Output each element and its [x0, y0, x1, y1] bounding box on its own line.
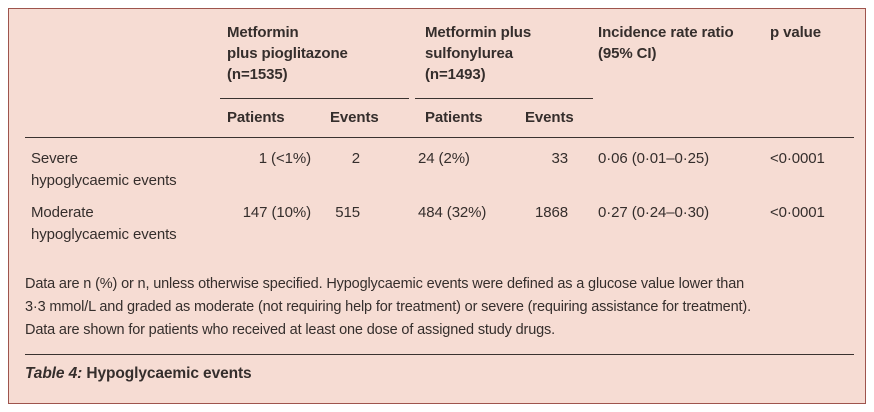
cell-group2-patients: 484 (32%): [418, 204, 487, 221]
table-caption: Table 4: Hypoglycaemic events: [25, 354, 854, 383]
cell-incidence-rate-ratio: 0·06 (0·01–0·25): [598, 150, 709, 167]
column-group-metformin-pioglitazone: Metformin plus pioglitazone (n=1535): [220, 22, 409, 99]
row-label: Severe hypoglycaemic events: [31, 150, 177, 189]
cell-p-value: <0·0001: [770, 204, 825, 221]
cell-incidence-rate-ratio: 0·27 (0·24–0·30): [598, 204, 709, 221]
table-row-moderate: Moderate hypoglycaemic events 147 (10%) …: [25, 192, 854, 246]
cell-group1-patients: 1 (<1%): [258, 150, 311, 167]
subheader-group1-patients: Patients: [227, 109, 285, 126]
cell-group2-patients: 24 (2%): [418, 150, 470, 167]
table-row-severe: Severe hypoglycaemic events 1 (<1%) 2 24…: [25, 138, 854, 192]
cell-group2-events: 1868: [535, 204, 568, 221]
table-caption-number: Table 4:: [25, 365, 83, 382]
cell-group1-events: 515: [335, 204, 360, 221]
hypoglycaemic-events-table: Metformin plus pioglitazone (n=1535) Met…: [8, 8, 866, 404]
cell-group1-patients: 147 (10%): [242, 204, 311, 221]
column-group-metformin-sulfonylurea: Metformin plus sulfonylurea (n=1493): [415, 22, 593, 99]
column-header-incidence-rate-ratio: Incidence rate ratio (95% CI): [598, 24, 734, 62]
table-header: Metformin plus pioglitazone (n=1535) Met…: [25, 22, 854, 138]
subheader-group2-events: Events: [525, 109, 574, 126]
cell-group2-events: 33: [551, 150, 569, 167]
cell-p-value: <0·0001: [770, 150, 825, 167]
subheader-group2-patients: Patients: [425, 109, 483, 126]
row-label: Moderate hypoglycaemic events: [31, 204, 177, 243]
subheader-group1-events: Events: [330, 109, 379, 126]
column-header-p-value: p value: [770, 24, 821, 41]
table-caption-title: Hypoglycaemic events: [86, 365, 252, 382]
cell-group1-events: 2: [351, 150, 360, 167]
table-footnote: Data are n (%) or n, unless otherwise sp…: [25, 276, 751, 338]
